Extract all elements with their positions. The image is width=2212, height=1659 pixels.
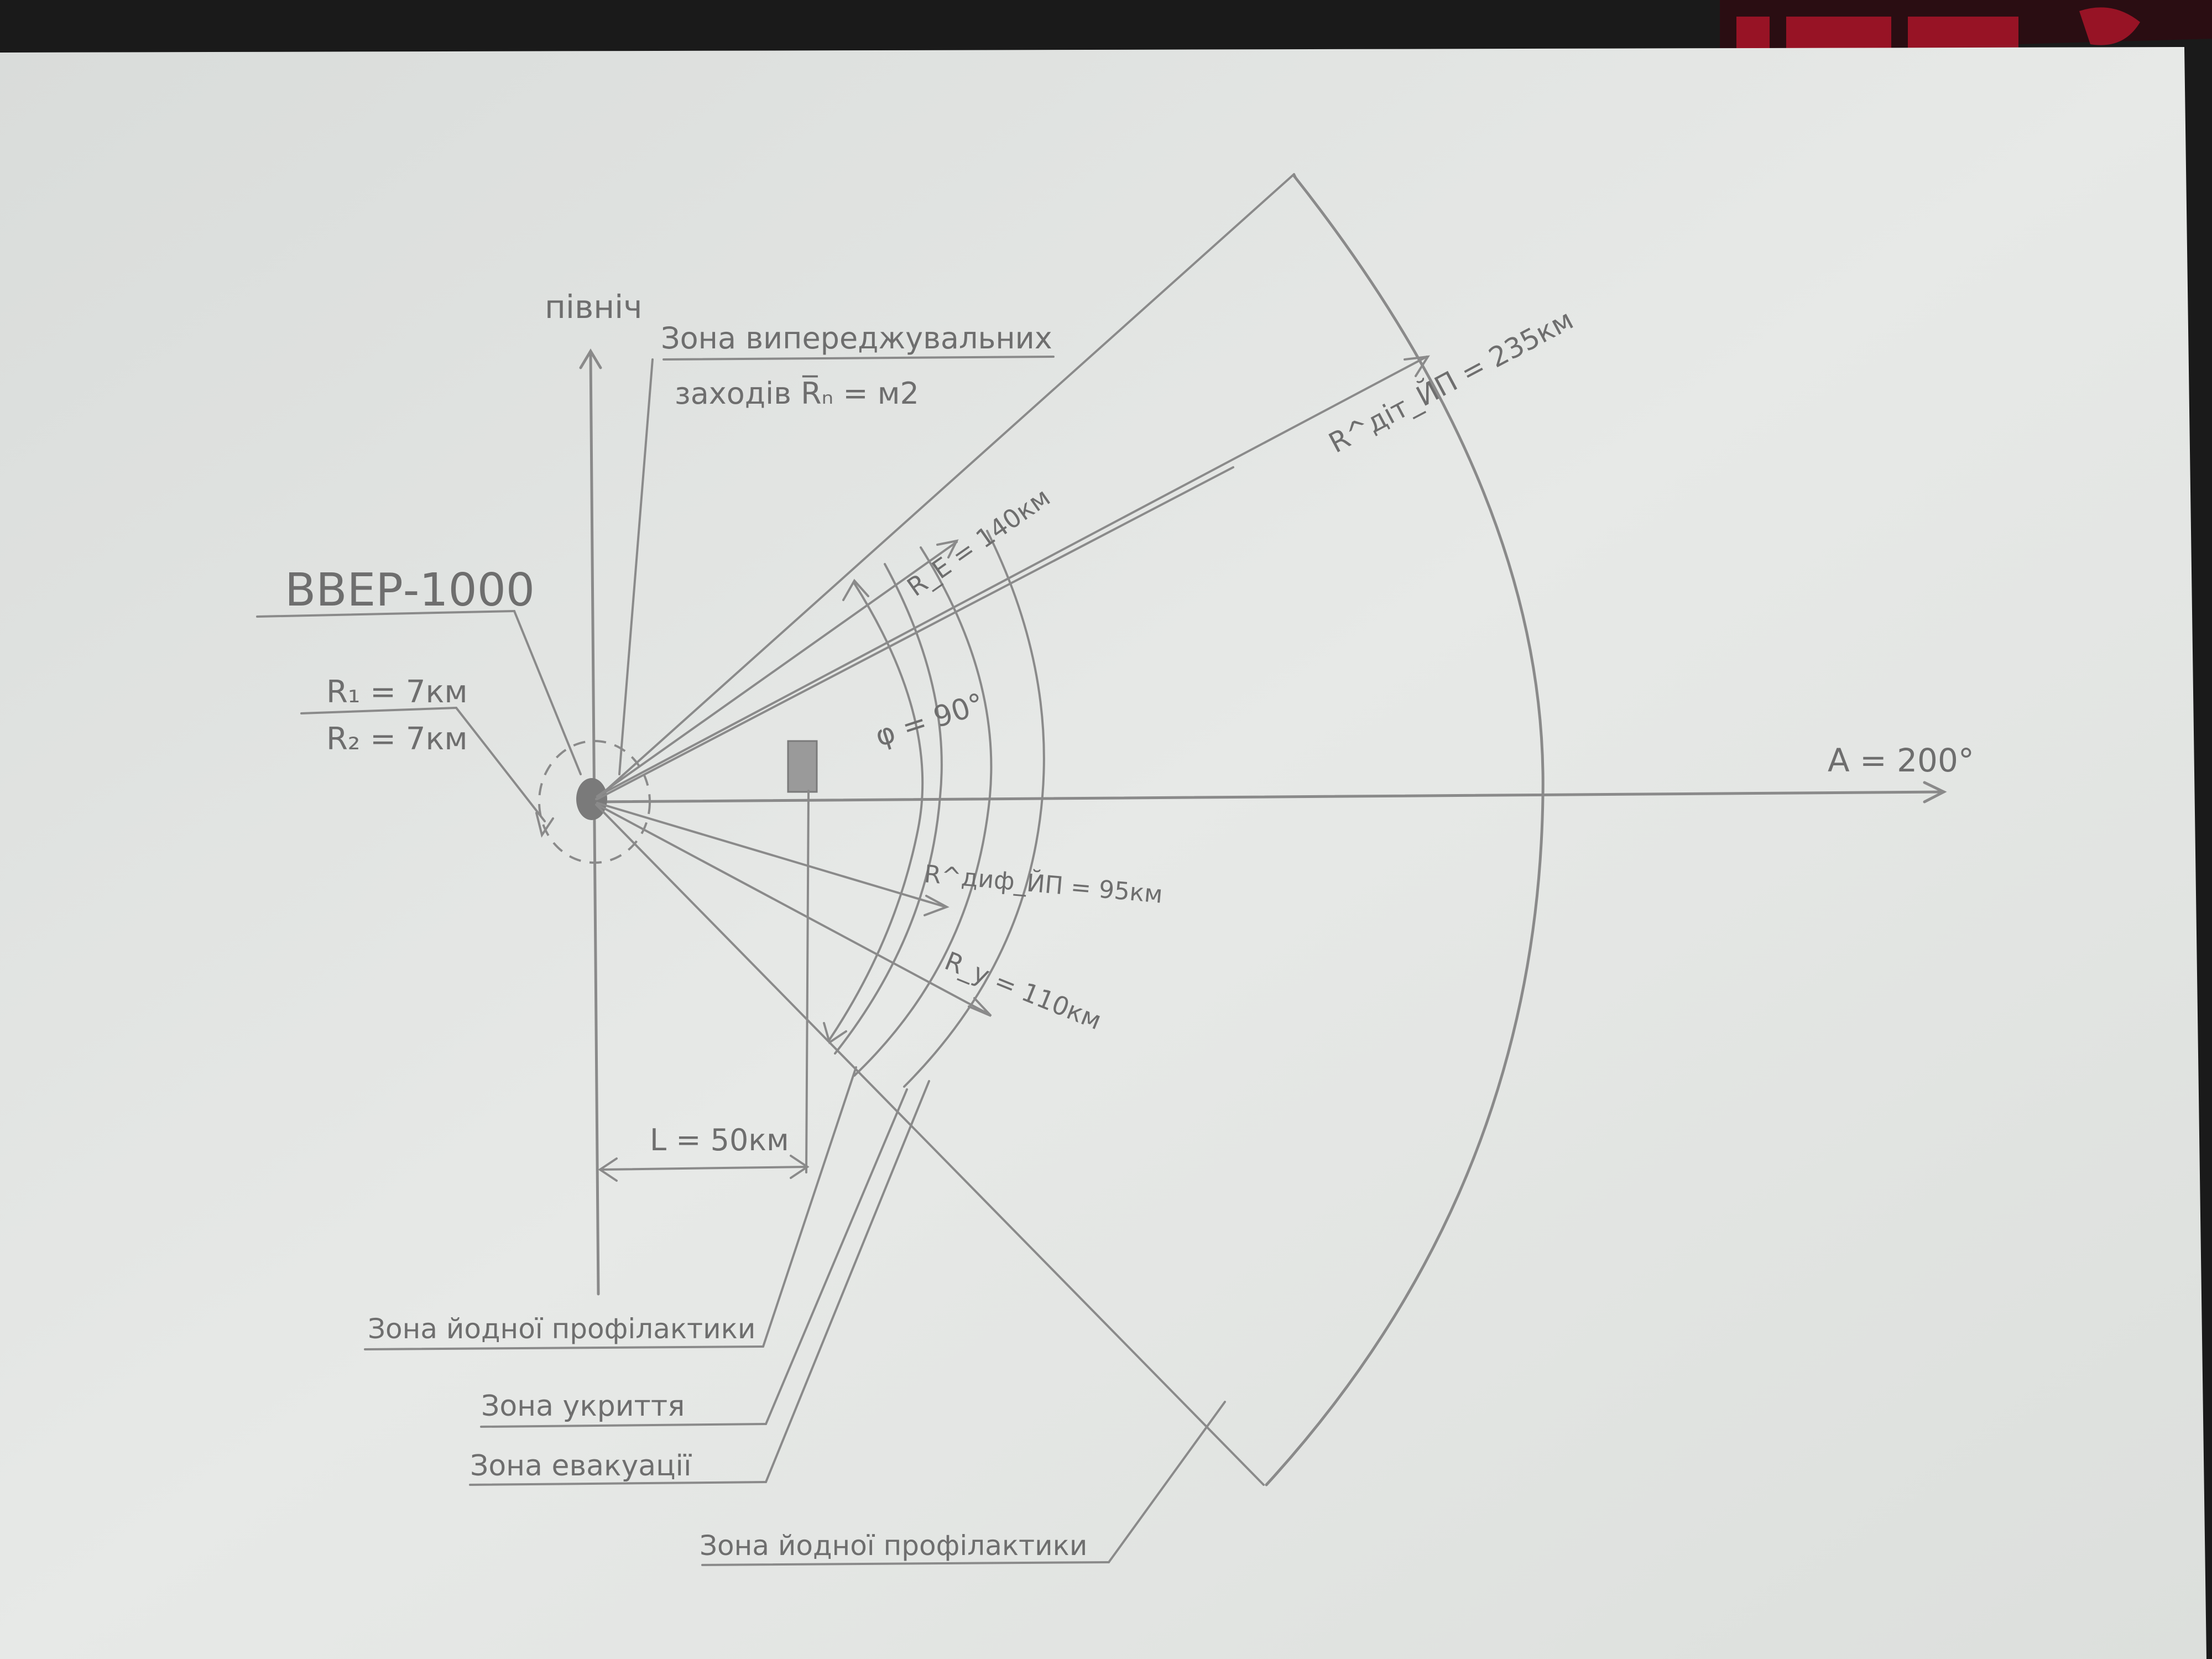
re-arrowhead — [936, 539, 959, 559]
north-axis — [589, 352, 600, 1296]
l-dimension-line — [599, 1166, 808, 1171]
azimuth-label: A = 200° — [1828, 742, 1974, 779]
distance-label: L = 50км — [650, 1123, 789, 1157]
re-radius-line — [596, 541, 958, 797]
outer-arc — [1265, 174, 1545, 1486]
phi-arrowhead-bottom — [823, 1022, 847, 1045]
r2-label: R₂ = 7км — [326, 721, 468, 757]
iodine-zone-label-2: Зона йодної профілактики — [700, 1530, 1087, 1562]
radius-label-arrowhead — [535, 812, 554, 838]
shelter-zone-leader-horizontal — [480, 1423, 767, 1428]
evacuation-zone-label: Зона евакуації — [470, 1449, 692, 1483]
shelter-zone-label: Зона укриття — [481, 1390, 685, 1423]
rdit-arrowhead — [1404, 355, 1430, 377]
advance-zone-label-line1: Зона випереджувальних — [661, 321, 1052, 356]
phi-arrowhead-top — [842, 578, 869, 601]
north-arrowhead — [579, 348, 602, 369]
east-axis — [596, 790, 1945, 804]
evacuation-zone-leader-diagonal — [765, 1080, 930, 1483]
rdif-radius-line — [596, 802, 947, 908]
l-arrow-right — [790, 1155, 810, 1179]
east-arrowhead — [1923, 781, 1947, 804]
iodine-zone-2-leader-diagonal — [1108, 1401, 1226, 1563]
rdif-arrowhead — [924, 895, 950, 916]
r1-r2-circle — [538, 740, 651, 864]
ry-radius-line — [596, 804, 991, 1016]
rdit-radius-line-2 — [596, 466, 1234, 800]
reactor-leader-horizontal — [256, 610, 515, 618]
sector-boundary-upper — [595, 173, 1295, 800]
paper-sheet — [0, 47, 2206, 1659]
background-logo-fragment — [1720, 0, 2212, 53]
reactor-leader-diagonal — [513, 610, 582, 775]
iodine-zone-1-leader-horizontal — [364, 1345, 764, 1350]
l-vertical-line — [805, 790, 810, 1173]
radius-label-leader-diagonal — [455, 707, 546, 822]
sector-boundary-lower — [595, 804, 1265, 1486]
radius-label-leader-horizontal — [300, 707, 457, 714]
shelter-arc — [853, 546, 993, 1077]
reactor-label: ВВЕР-1000 — [285, 564, 535, 617]
l-arrow-left — [598, 1157, 618, 1182]
iodine-zone-1-leader-diagonal — [762, 1066, 857, 1348]
iodine-zone-label-1: Зона йодної профілактики — [368, 1313, 755, 1345]
advance-zone-leader-horizontal — [662, 356, 1055, 361]
shelter-zone-leader-diagonal — [765, 1088, 908, 1425]
evacuation-arc — [834, 563, 943, 1055]
rdit-radius-line — [596, 356, 1428, 797]
point-of-interest-square — [787, 740, 818, 793]
advance-zone-leader-diagonal — [618, 358, 654, 775]
evacuation-zone-leader-horizontal — [469, 1481, 767, 1486]
north-label: північ — [545, 288, 643, 326]
ry-arrowhead — [968, 997, 992, 1017]
iodine-zone-2-leader-horizontal — [701, 1561, 1110, 1566]
r1-label: R₁ = 7км — [326, 674, 468, 710]
advance-zone-label-line2: заходів R̅ₙ = м2 — [675, 375, 919, 411]
reactor-dot — [576, 778, 607, 820]
phi-angle-arc — [828, 582, 924, 1041]
